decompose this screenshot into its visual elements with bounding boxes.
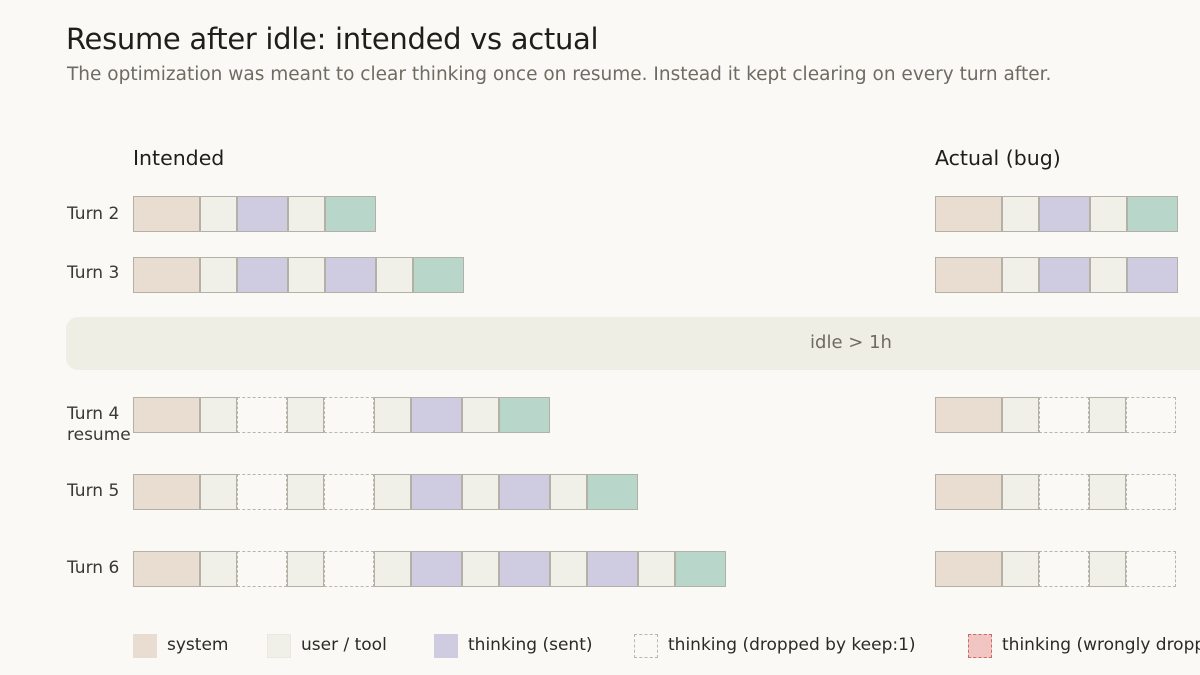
- row-sublabel-resume: resume: [67, 425, 131, 445]
- actual-turn-3-block-thinking: [1039, 257, 1090, 293]
- actual-turn-2-block-thinking: [1039, 196, 1090, 232]
- intended-turn-3-block-response: [413, 257, 464, 293]
- intended-turn-3-block-thinking: [237, 257, 288, 293]
- actual-turn-6-block-user: [1089, 551, 1126, 587]
- idle-band: [66, 317, 1200, 370]
- intended-turn-6-block-user: [638, 551, 675, 587]
- actual-turn-2-block-response: [1127, 196, 1178, 232]
- legend-label-user-tool: user / tool: [301, 635, 387, 655]
- legend-label-system: system: [167, 635, 229, 655]
- intended-turn-4-block-response: [499, 397, 550, 433]
- legend-swatch-system: [133, 634, 157, 658]
- legend-label-thinking-wrongly-dropped: thinking (wrongly dropped): [1002, 635, 1200, 655]
- intended-turn-2-block-response: [325, 196, 376, 232]
- intended-turn-5-block-thinking: [499, 474, 550, 510]
- intended-turn-6-block-thinking: [499, 551, 550, 587]
- diagram-title: Resume after idle: intended vs actual: [66, 22, 599, 56]
- diagram-subtitle: The optimization was meant to clear thin…: [67, 64, 1052, 85]
- intended-turn-3-block-thinking: [325, 257, 376, 293]
- actual-turn-6-block-dropped: [1126, 551, 1176, 587]
- intended-turn-4-block-thinking: [411, 397, 462, 433]
- actual-turn-3-block-system: [935, 257, 1002, 293]
- intended-turn-2-block-user: [200, 196, 237, 232]
- actual-turn-6-block-system: [935, 551, 1002, 587]
- actual-turn-5-block-dropped: [1039, 474, 1089, 510]
- intended-turn-6-block-thinking: [411, 551, 462, 587]
- intended-turn-5-block-dropped: [237, 474, 287, 510]
- actual-turn-4-block-system: [935, 397, 1002, 433]
- intended-turn-3-block-user: [288, 257, 325, 293]
- actual-turn-6-block-dropped: [1039, 551, 1089, 587]
- intended-turn-3-block-user: [200, 257, 237, 293]
- intended-turn-6-block-dropped: [237, 551, 287, 587]
- intended-turn-5-block-thinking: [411, 474, 462, 510]
- intended-turn-4-block-dropped: [324, 397, 374, 433]
- intended-turn-2-block-thinking: [237, 196, 288, 232]
- actual-turn-2-block-user: [1090, 196, 1127, 232]
- row-label-turn-5: Turn 5: [67, 481, 120, 501]
- legend-swatch-thinking-dropped: [634, 634, 658, 658]
- legend-swatch-thinking-sent: [434, 634, 458, 658]
- intended-turn-6-block-user: [200, 551, 237, 587]
- intended-turn-5-block-user: [550, 474, 587, 510]
- legend-label-thinking-sent: thinking (sent): [468, 635, 593, 655]
- intended-turn-6-block-user: [374, 551, 411, 587]
- intended-turn-4-block-system: [133, 397, 200, 433]
- intended-turn-5-block-user: [200, 474, 237, 510]
- intended-turn-4-block-user: [287, 397, 324, 433]
- intended-turn-6-block-response: [675, 551, 726, 587]
- intended-turn-6-block-user: [462, 551, 499, 587]
- actual-panel-title: Actual (bug): [935, 146, 1061, 170]
- actual-turn-4-block-dropped: [1039, 397, 1089, 433]
- actual-turn-5-block-user: [1002, 474, 1039, 510]
- actual-turn-5-block-system: [935, 474, 1002, 510]
- intended-turn-5-block-response: [587, 474, 638, 510]
- intended-turn-3-block-user: [376, 257, 413, 293]
- actual-turn-3-block-thinking: [1127, 257, 1178, 293]
- row-label-turn-6: Turn 6: [67, 558, 120, 578]
- intended-turn-4-block-user: [462, 397, 499, 433]
- actual-turn-4-block-user: [1089, 397, 1126, 433]
- actual-turn-2-block-system: [935, 196, 1002, 232]
- row-label-turn-3: Turn 3: [67, 263, 120, 283]
- actual-turn-5-block-user: [1089, 474, 1126, 510]
- row-label-turn-4: Turn 4: [67, 404, 120, 424]
- intended-turn-4-block-user: [200, 397, 237, 433]
- intended-turn-4-block-user: [374, 397, 411, 433]
- idle-label: idle > 1h: [810, 332, 892, 353]
- intended-turn-5-block-user: [287, 474, 324, 510]
- actual-turn-4-block-dropped: [1126, 397, 1176, 433]
- intended-turn-5-block-user: [374, 474, 411, 510]
- intended-turn-6-block-user: [550, 551, 587, 587]
- intended-turn-4-block-dropped: [237, 397, 287, 433]
- row-label-turn-2: Turn 2: [67, 204, 120, 224]
- intended-turn-2-block-system: [133, 196, 200, 232]
- intended-turn-6-block-dropped: [324, 551, 374, 587]
- intended-turn-5-block-user: [462, 474, 499, 510]
- intended-turn-6-block-thinking: [587, 551, 638, 587]
- intended-turn-5-block-system: [133, 474, 200, 510]
- legend-label-thinking-dropped: thinking (dropped by keep:1): [668, 635, 916, 655]
- legend-swatch-user-tool: [267, 634, 291, 658]
- actual-turn-4-block-user: [1002, 397, 1039, 433]
- actual-turn-5-block-dropped: [1126, 474, 1176, 510]
- intended-panel-title: Intended: [133, 146, 225, 170]
- actual-turn-3-block-user: [1090, 257, 1127, 293]
- intended-turn-2-block-user: [288, 196, 325, 232]
- intended-turn-6-block-system: [133, 551, 200, 587]
- legend-swatch-thinking-wrongly-dropped: [968, 634, 992, 658]
- actual-turn-6-block-user: [1002, 551, 1039, 587]
- intended-turn-3-block-system: [133, 257, 200, 293]
- intended-turn-5-block-dropped: [324, 474, 374, 510]
- actual-turn-2-block-user: [1002, 196, 1039, 232]
- actual-turn-3-block-user: [1002, 257, 1039, 293]
- intended-turn-6-block-user: [287, 551, 324, 587]
